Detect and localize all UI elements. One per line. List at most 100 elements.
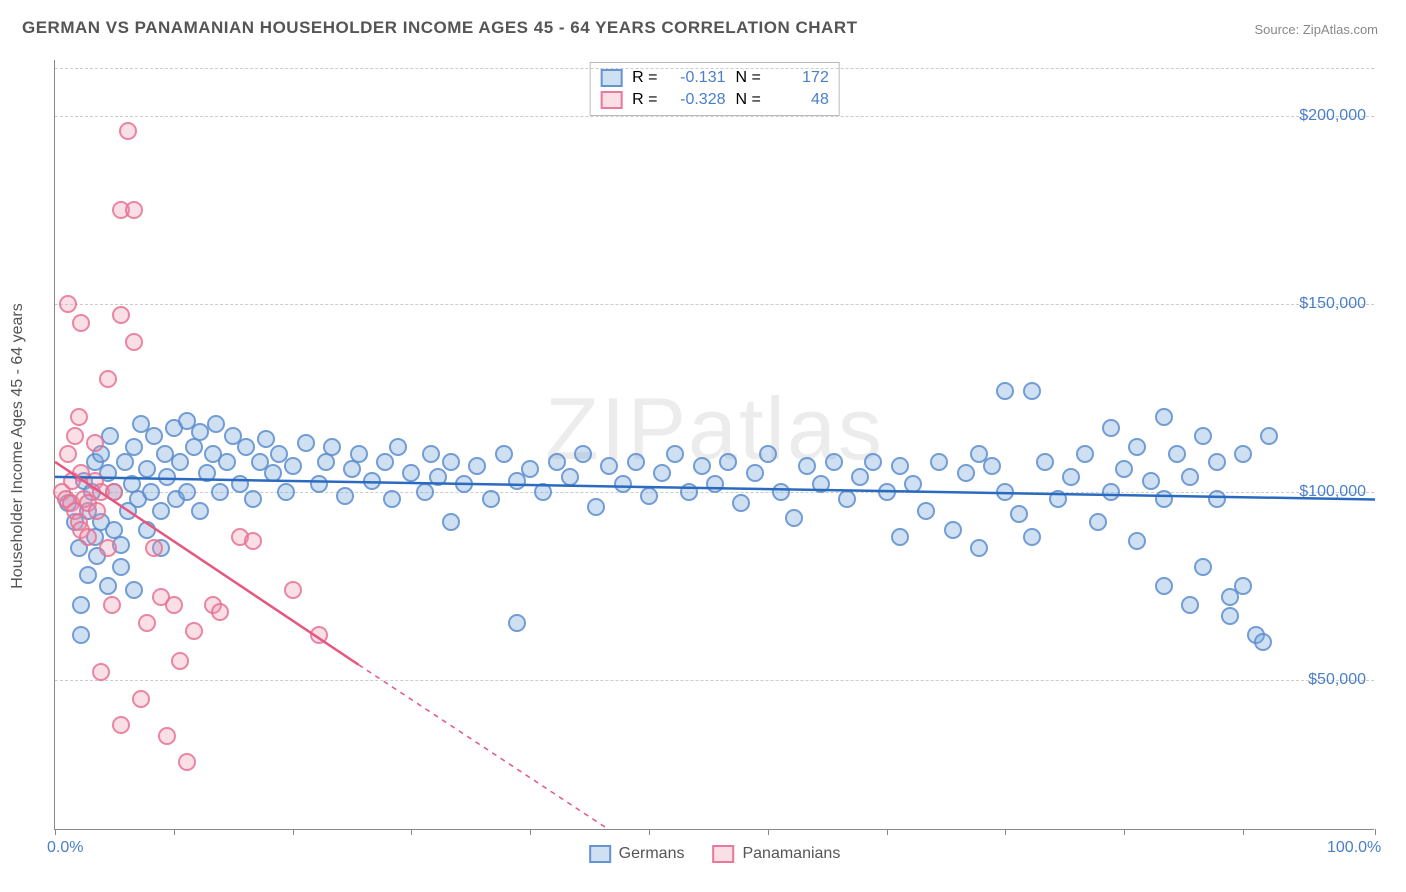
data-point (1128, 438, 1146, 456)
data-point (125, 581, 143, 599)
data-point (1102, 483, 1120, 501)
data-point (72, 314, 90, 332)
data-point (1194, 558, 1212, 576)
data-point (1208, 453, 1226, 471)
data-point (323, 438, 341, 456)
gridline (55, 680, 1374, 681)
data-point (600, 457, 618, 475)
data-point (891, 457, 909, 475)
data-point (1221, 607, 1239, 625)
data-point (185, 622, 203, 640)
data-point (666, 445, 684, 463)
data-point (125, 333, 143, 351)
y-tick-label: $150,000 (1299, 295, 1366, 313)
data-point (785, 509, 803, 527)
data-point (521, 460, 539, 478)
data-point (92, 663, 110, 681)
data-point (587, 498, 605, 516)
data-point (455, 475, 473, 493)
x-tick (887, 829, 888, 835)
data-point (158, 468, 176, 486)
data-point (125, 438, 143, 456)
gridline (55, 68, 1374, 69)
data-point (112, 716, 130, 734)
n-value: 48 (771, 91, 829, 109)
data-point (442, 453, 460, 471)
data-point (350, 445, 368, 463)
data-point (482, 490, 500, 508)
n-label: N = (736, 91, 761, 109)
data-point (310, 475, 328, 493)
data-point (983, 457, 1001, 475)
series-legend: Germans Panamanians (589, 845, 841, 863)
data-point (105, 483, 123, 501)
data-point (904, 475, 922, 493)
data-point (237, 438, 255, 456)
data-point (508, 614, 526, 632)
data-point (1076, 445, 1094, 463)
data-point (1254, 633, 1272, 651)
data-point (772, 483, 790, 501)
data-point (152, 502, 170, 520)
data-point (145, 539, 163, 557)
data-point (1010, 505, 1028, 523)
data-point (1102, 419, 1120, 437)
data-point (653, 464, 671, 482)
n-label: N = (736, 69, 761, 87)
correlation-legend: R = -0.131 N = 172 R = -0.328 N = 48 (589, 62, 840, 116)
data-point (1023, 382, 1041, 400)
data-point (891, 528, 909, 546)
data-point (495, 445, 513, 463)
data-point (376, 453, 394, 471)
data-point (145, 427, 163, 445)
data-point (1234, 577, 1252, 595)
data-point (142, 483, 160, 501)
data-point (165, 596, 183, 614)
data-point (383, 490, 401, 508)
data-point (79, 566, 97, 584)
data-point (719, 453, 737, 471)
data-point (363, 472, 381, 490)
data-point (640, 487, 658, 505)
data-point (957, 464, 975, 482)
data-point (402, 464, 420, 482)
swatch-icon (600, 91, 622, 109)
data-point (88, 502, 106, 520)
x-tick (1005, 829, 1006, 835)
data-point (917, 502, 935, 520)
n-value: 172 (771, 69, 829, 87)
data-point (468, 457, 486, 475)
data-point (310, 626, 328, 644)
source-attribution: Source: ZipAtlas.com (1254, 22, 1378, 37)
data-point (1168, 445, 1186, 463)
data-point (442, 513, 460, 531)
data-point (416, 483, 434, 501)
data-point (59, 445, 77, 463)
gridline (55, 304, 1374, 305)
data-point (86, 434, 104, 452)
x-tick (530, 829, 531, 835)
data-point (706, 475, 724, 493)
legend-item-germans: Germans (589, 845, 685, 863)
data-point (1036, 453, 1054, 471)
data-point (103, 596, 121, 614)
data-point (231, 475, 249, 493)
data-point (864, 453, 882, 471)
data-point (112, 558, 130, 576)
data-point (825, 453, 843, 471)
y-tick-label: $100,000 (1299, 483, 1366, 501)
data-point (132, 690, 150, 708)
data-point (297, 434, 315, 452)
legend-item-panamanians: Panamanians (712, 845, 840, 863)
data-point (119, 122, 137, 140)
data-point (389, 438, 407, 456)
series-label: Germans (619, 845, 685, 863)
data-point (277, 483, 295, 501)
swatch-icon (712, 845, 734, 863)
data-point (158, 727, 176, 745)
data-point (1155, 577, 1173, 595)
data-point (72, 626, 90, 644)
data-point (211, 603, 229, 621)
swatch-icon (589, 845, 611, 863)
data-point (1023, 528, 1041, 546)
